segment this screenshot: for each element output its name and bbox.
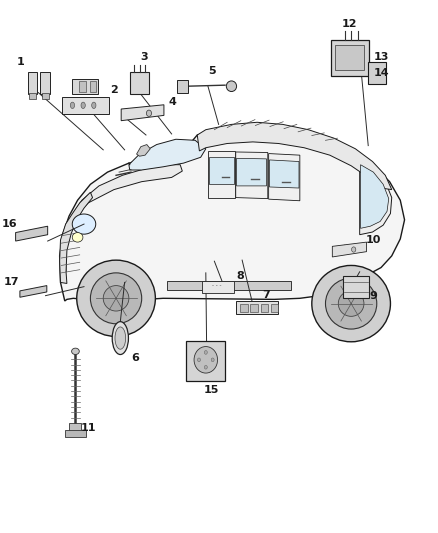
Text: 14: 14 (373, 68, 389, 78)
Bar (201, 281, 233, 293)
Text: 1: 1 (17, 57, 24, 67)
Ellipse shape (146, 110, 152, 116)
Text: 6: 6 (131, 353, 139, 363)
Polygon shape (268, 154, 300, 201)
Bar (177, 80, 188, 93)
Bar (335, 45, 364, 70)
Text: 2: 2 (110, 85, 118, 95)
Text: 12: 12 (341, 19, 357, 29)
Polygon shape (60, 192, 92, 284)
Polygon shape (208, 151, 235, 198)
Bar (130, 72, 149, 94)
Polygon shape (197, 122, 392, 190)
Ellipse shape (312, 265, 390, 342)
Ellipse shape (77, 260, 155, 336)
Bar (70, 423, 81, 432)
Polygon shape (360, 165, 389, 228)
Bar (62, 97, 109, 114)
Bar (28, 72, 37, 94)
Ellipse shape (194, 346, 218, 373)
Polygon shape (332, 242, 367, 257)
Ellipse shape (352, 247, 356, 252)
Text: 8: 8 (236, 271, 244, 281)
Text: 5: 5 (208, 67, 216, 76)
Text: 11: 11 (81, 423, 96, 433)
Ellipse shape (71, 102, 74, 109)
Ellipse shape (71, 348, 79, 354)
Bar (240, 304, 248, 312)
Text: 10: 10 (365, 235, 381, 245)
Ellipse shape (211, 358, 214, 362)
Ellipse shape (72, 232, 83, 242)
Polygon shape (64, 165, 182, 272)
Polygon shape (129, 139, 206, 170)
Polygon shape (121, 105, 164, 120)
Text: 4: 4 (169, 97, 177, 107)
Text: 3: 3 (140, 52, 148, 61)
Polygon shape (60, 127, 405, 301)
Text: 16: 16 (1, 219, 17, 229)
Bar (236, 301, 279, 314)
Ellipse shape (338, 291, 364, 317)
Bar (65, 430, 86, 437)
Ellipse shape (115, 327, 126, 349)
Bar (89, 81, 96, 92)
Polygon shape (209, 157, 233, 184)
Ellipse shape (204, 351, 207, 354)
Bar (261, 304, 268, 312)
Ellipse shape (103, 286, 129, 311)
Polygon shape (360, 160, 392, 235)
Bar (29, 93, 36, 99)
Bar (72, 79, 98, 94)
Ellipse shape (325, 278, 377, 329)
Ellipse shape (198, 358, 201, 362)
Polygon shape (236, 152, 268, 199)
Bar (42, 93, 49, 99)
Text: 15: 15 (203, 385, 219, 395)
Ellipse shape (90, 273, 142, 324)
Ellipse shape (204, 366, 207, 369)
Bar (186, 341, 226, 381)
Text: 13: 13 (373, 52, 389, 62)
Text: - - -: - - - (212, 282, 221, 288)
Polygon shape (20, 286, 47, 297)
Bar (79, 81, 86, 92)
Bar (167, 281, 291, 290)
Ellipse shape (92, 102, 96, 109)
Bar (250, 304, 258, 312)
Ellipse shape (81, 102, 85, 109)
Bar (271, 304, 279, 312)
Text: 17: 17 (4, 277, 19, 287)
Ellipse shape (72, 214, 96, 234)
Text: 7: 7 (262, 290, 269, 300)
Polygon shape (237, 158, 266, 186)
Bar (40, 72, 50, 94)
Ellipse shape (112, 321, 128, 354)
Polygon shape (16, 226, 48, 241)
Text: 9: 9 (369, 291, 377, 301)
Bar (331, 39, 369, 76)
Bar (343, 276, 369, 298)
Ellipse shape (226, 81, 237, 92)
Polygon shape (269, 160, 299, 188)
Polygon shape (137, 144, 150, 156)
Bar (368, 62, 386, 84)
